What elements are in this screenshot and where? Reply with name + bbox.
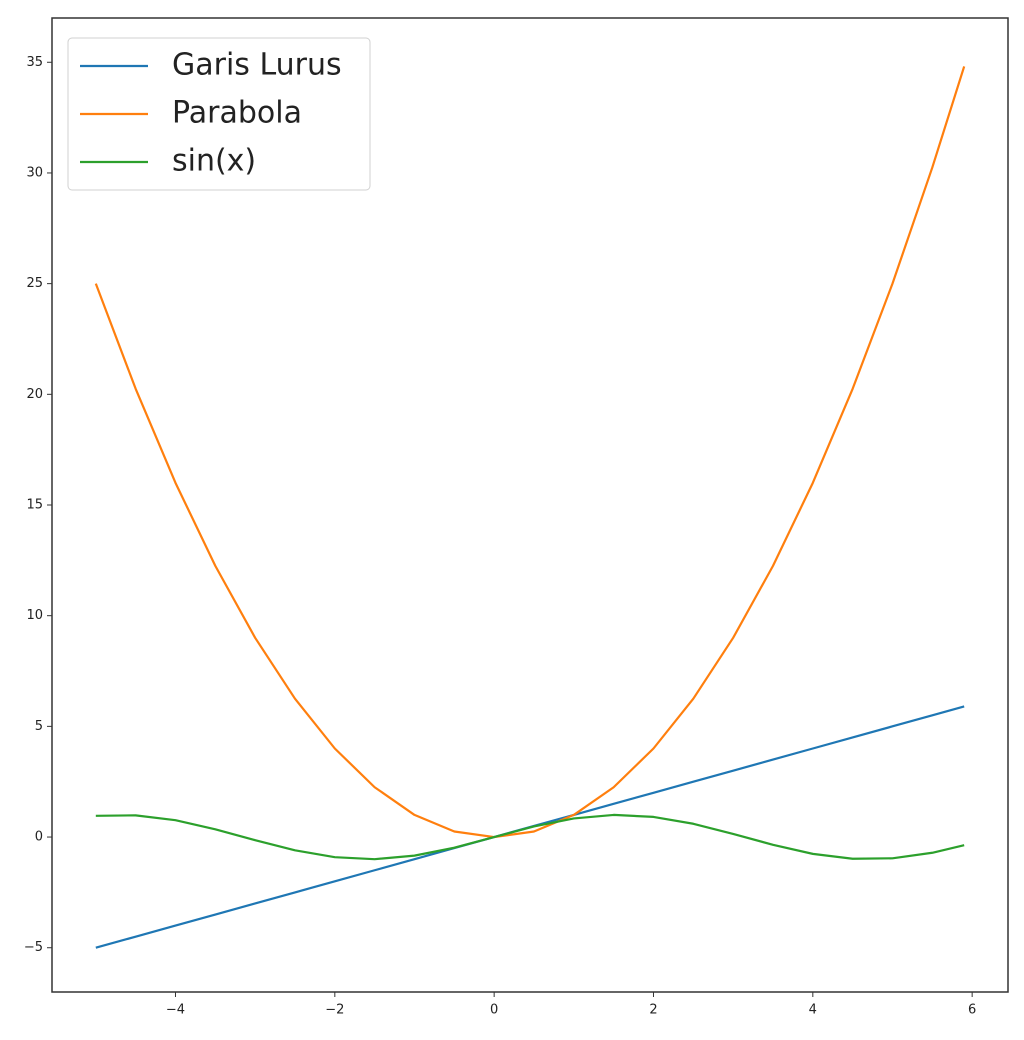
x-tick-label: −4 — [166, 1003, 185, 1018]
x-tick-label: 6 — [968, 1003, 976, 1018]
line-series — [95, 813, 965, 861]
legend: Garis Lurus Parabola sin(x) — [67, 37, 371, 191]
y-tick-label: 30 — [26, 165, 43, 180]
y-tick-label: 35 — [26, 55, 43, 70]
legend-label: Parabola — [172, 96, 302, 131]
legend-label: Garis Lurus — [172, 48, 342, 83]
x-tick-label: 0 — [490, 1003, 498, 1018]
x-tick-label: 4 — [809, 1003, 817, 1018]
y-tick-label: 5 — [35, 719, 43, 734]
x-tick-label: −2 — [325, 1003, 344, 1018]
y-tick-label: −5 — [24, 940, 43, 955]
y-tick-label: 25 — [26, 276, 43, 291]
y-tick-label: 20 — [26, 387, 43, 402]
x-tick-label: 2 — [649, 1003, 657, 1018]
legend-box — [67, 37, 371, 191]
y-tick-label: 15 — [26, 498, 43, 513]
legend-label: sin(x) — [172, 144, 256, 179]
y-tick-label: 10 — [26, 608, 43, 623]
line-series — [94, 66, 966, 839]
y-tick-label: 0 — [35, 830, 43, 845]
